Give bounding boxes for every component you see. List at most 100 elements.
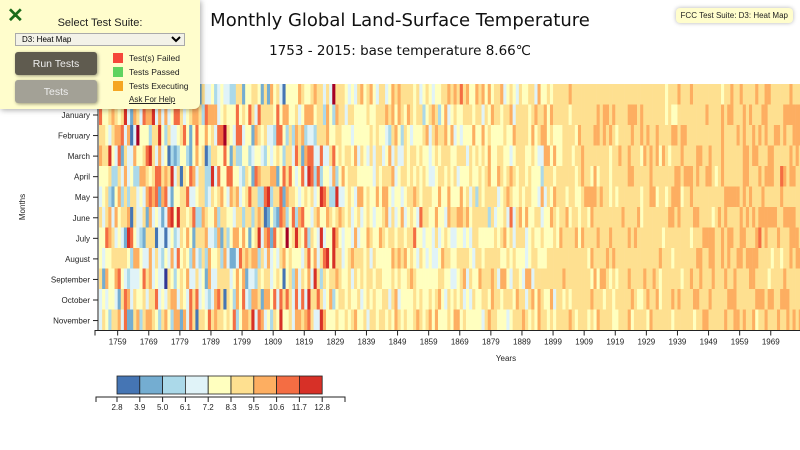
heatmap-cell[interactable]: [459, 84, 464, 105]
heatmap-cell[interactable]: [767, 248, 772, 269]
heatmap-cell[interactable]: [730, 268, 734, 290]
heatmap-cell[interactable]: [431, 227, 436, 249]
heatmap-cell[interactable]: [490, 207, 495, 228]
heatmap-cell[interactable]: [786, 227, 790, 249]
heatmap-cell[interactable]: [577, 268, 582, 290]
heatmap-cell[interactable]: [301, 145, 305, 167]
heatmap-cell[interactable]: [257, 248, 262, 269]
heatmap-cell[interactable]: [130, 248, 134, 269]
heatmap-cell[interactable]: [136, 309, 140, 331]
heatmap-cell[interactable]: [665, 186, 669, 208]
heatmap-cell[interactable]: [232, 84, 237, 105]
heatmap-cell[interactable]: [721, 166, 725, 187]
heatmap-cell[interactable]: [640, 227, 644, 249]
heatmap-cell[interactable]: [126, 166, 131, 187]
heatmap-cell[interactable]: [294, 186, 299, 208]
heatmap-cell[interactable]: [714, 268, 719, 290]
heatmap-cell[interactable]: [406, 145, 411, 167]
heatmap-cell[interactable]: [456, 207, 461, 228]
test-suite-select[interactable]: D3: Heat Map: [15, 33, 185, 46]
heatmap-cell[interactable]: [755, 84, 759, 105]
heatmap-cell[interactable]: [705, 145, 709, 167]
heatmap-cell[interactable]: [748, 268, 753, 290]
heatmap-cell[interactable]: [257, 84, 262, 105]
heatmap-cell[interactable]: [702, 207, 706, 228]
heatmap-cell[interactable]: [406, 84, 411, 105]
heatmap-cell[interactable]: [363, 166, 367, 187]
heatmap-cell[interactable]: [332, 104, 336, 126]
heatmap-cell[interactable]: [341, 227, 345, 249]
heatmap-cell[interactable]: [397, 248, 401, 269]
heatmap-cell[interactable]: [714, 84, 719, 105]
heatmap-cell[interactable]: [559, 309, 563, 331]
heatmap-cell[interactable]: [139, 104, 143, 126]
heatmap-cell[interactable]: [329, 309, 333, 331]
heatmap-cell[interactable]: [518, 166, 523, 187]
heatmap-cell[interactable]: [114, 289, 118, 310]
heatmap-cell[interactable]: [322, 227, 327, 249]
heatmap-cell[interactable]: [419, 125, 423, 146]
heatmap-cell[interactable]: [521, 289, 526, 310]
heatmap-cell[interactable]: [705, 268, 709, 290]
heatmap-cell[interactable]: [546, 268, 551, 290]
heatmap-cell[interactable]: [724, 289, 728, 310]
heatmap-cell[interactable]: [574, 227, 579, 249]
heatmap-cell[interactable]: [783, 309, 787, 331]
heatmap-cell[interactable]: [727, 289, 731, 310]
heatmap-cell[interactable]: [605, 104, 610, 126]
heatmap-cell[interactable]: [689, 268, 694, 290]
heatmap-cell[interactable]: [329, 104, 333, 126]
heatmap-cell[interactable]: [431, 166, 436, 187]
heatmap-cell[interactable]: [335, 207, 339, 228]
heatmap-cell[interactable]: [739, 145, 744, 167]
heatmap-cell[interactable]: [721, 248, 725, 269]
heatmap-cell[interactable]: [403, 268, 408, 290]
heatmap-cell[interactable]: [248, 186, 252, 208]
heatmap-cell[interactable]: [161, 268, 165, 290]
heatmap-cell[interactable]: [176, 248, 181, 269]
heatmap-cell[interactable]: [117, 248, 122, 269]
heatmap-cell[interactable]: [500, 104, 504, 126]
heatmap-cell[interactable]: [235, 309, 240, 331]
heatmap-cell[interactable]: [621, 84, 625, 105]
heatmap-cell[interactable]: [151, 227, 156, 249]
heatmap-cell[interactable]: [263, 207, 268, 228]
heatmap-cell[interactable]: [173, 268, 178, 290]
heatmap-cell[interactable]: [702, 248, 706, 269]
heatmap-cell[interactable]: [693, 248, 697, 269]
heatmap-cell[interactable]: [540, 84, 545, 105]
heatmap-cell[interactable]: [182, 227, 187, 249]
heatmap-cell[interactable]: [565, 166, 569, 187]
heatmap-cell[interactable]: [158, 268, 162, 290]
heatmap-cell[interactable]: [344, 289, 349, 310]
heatmap-cell[interactable]: [621, 145, 625, 167]
heatmap-cell[interactable]: [375, 104, 380, 126]
heatmap-cell[interactable]: [717, 125, 722, 146]
heatmap-cell[interactable]: [105, 104, 109, 126]
heatmap-cell[interactable]: [615, 227, 619, 249]
heatmap-cell[interactable]: [717, 227, 722, 249]
heatmap-cell[interactable]: [528, 104, 532, 126]
heatmap-cell[interactable]: [176, 104, 181, 126]
heatmap-cell[interactable]: [260, 309, 265, 331]
heatmap-cell[interactable]: [730, 289, 734, 310]
heatmap-cell[interactable]: [276, 186, 280, 208]
heatmap-cell[interactable]: [708, 248, 712, 269]
heatmap-cell[interactable]: [422, 104, 426, 126]
heatmap-cell[interactable]: [559, 248, 563, 269]
heatmap-cell[interactable]: [388, 104, 392, 126]
heatmap-cell[interactable]: [646, 227, 650, 249]
heatmap-cell[interactable]: [565, 125, 569, 146]
heatmap-cell[interactable]: [739, 104, 744, 126]
heatmap-cell[interactable]: [717, 104, 722, 126]
heatmap-cell[interactable]: [755, 309, 759, 331]
heatmap-cell[interactable]: [702, 145, 706, 167]
heatmap-cell[interactable]: [475, 166, 479, 187]
heatmap-cell[interactable]: [711, 125, 716, 146]
heatmap-cell[interactable]: [139, 227, 143, 249]
heatmap-cell[interactable]: [170, 309, 174, 331]
heatmap-cell[interactable]: [142, 104, 146, 126]
heatmap-cell[interactable]: [422, 309, 426, 331]
heatmap-cell[interactable]: [721, 125, 725, 146]
heatmap-cell[interactable]: [372, 145, 377, 167]
